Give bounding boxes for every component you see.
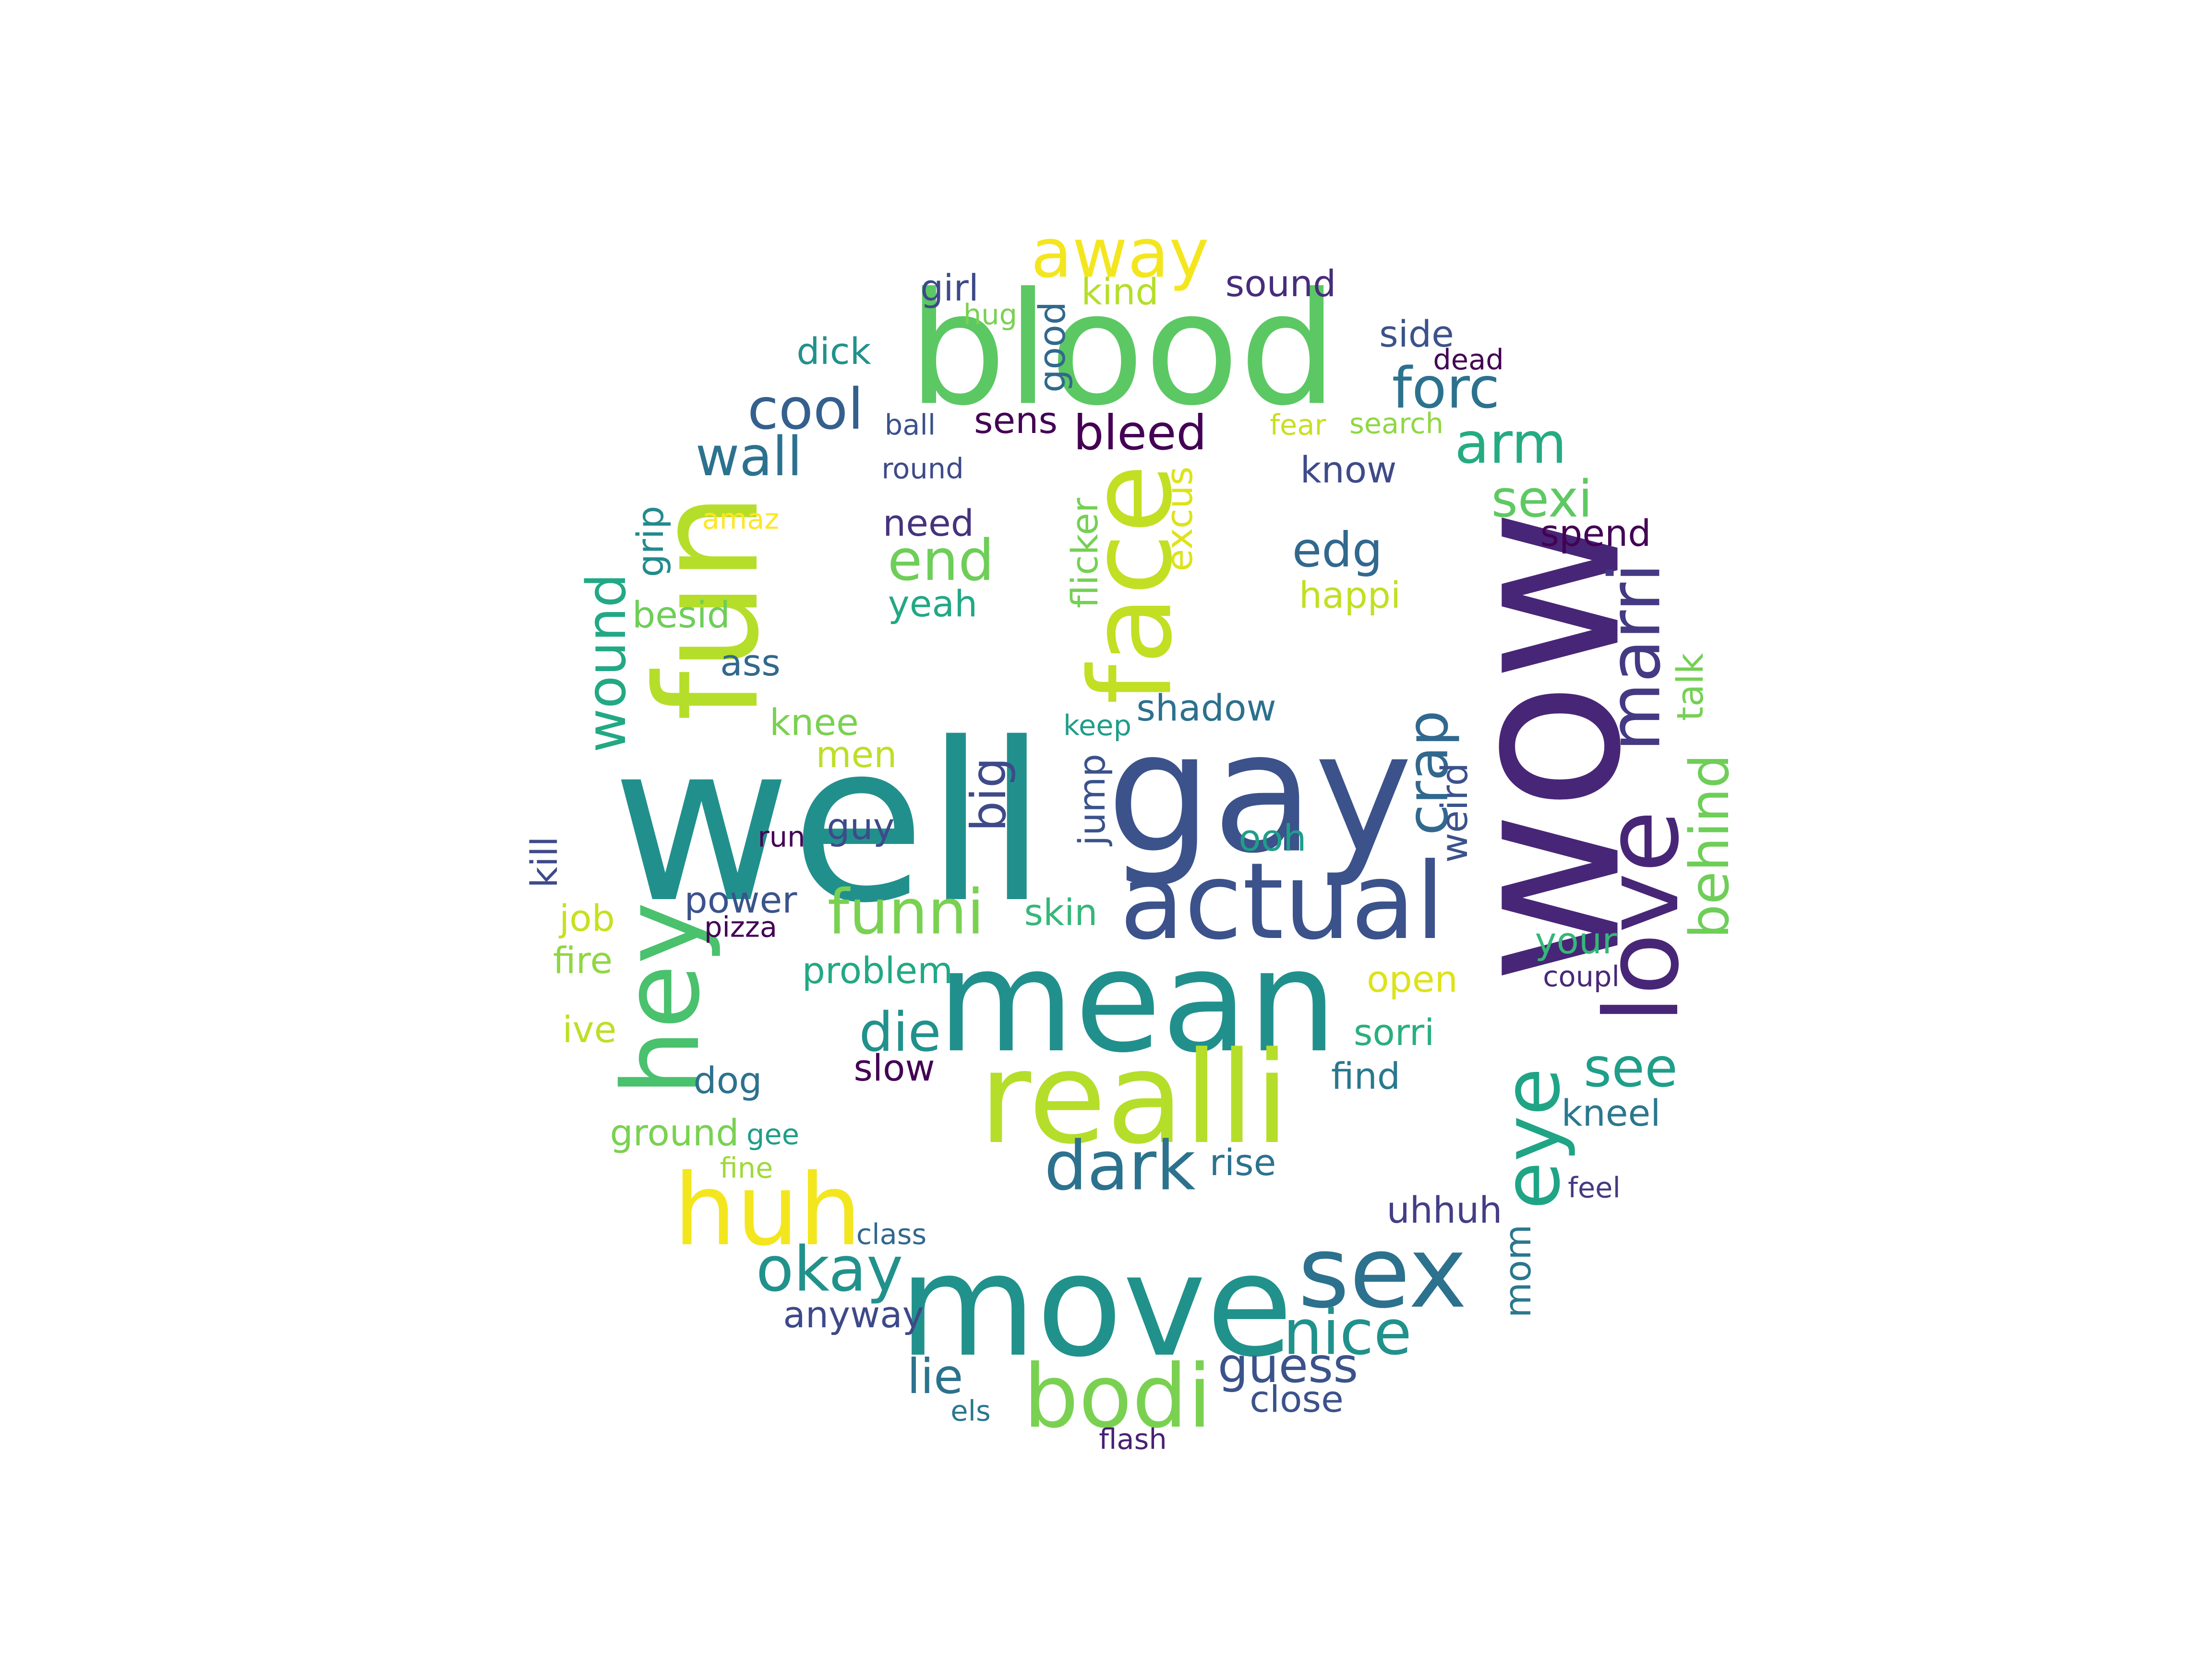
word-move: move [899,1224,1293,1388]
word-grip: grip [629,505,672,577]
word-ground: ground [610,1111,739,1154]
word-els: els [950,1394,991,1428]
word-girl: girl [920,266,979,309]
word-anyway: anyway [783,1293,924,1336]
word-side: side [1379,313,1454,355]
word-rise: rise [1209,1141,1276,1184]
word-find: find [1331,1055,1401,1097]
word-spend: spend [1540,512,1651,554]
word-open: open [1367,958,1458,1000]
word-away: away [1031,214,1209,293]
word-jump: jump [1070,754,1113,846]
word-huh: huh [673,1153,862,1268]
word-flash: flash [1099,1422,1167,1456]
word-pizza: pizza [704,910,777,944]
word-sexi: sexi [1491,469,1593,529]
word-sens: sens [974,399,1058,442]
word-besid: besid [632,593,730,636]
word-good: good [1031,301,1073,393]
word-feel: feel [1568,1171,1621,1204]
word-class: class [856,1217,927,1251]
word-die: die [859,1001,941,1064]
word-guy: guy [827,805,895,848]
word-close: close [1250,1378,1344,1420]
word-end: end [887,527,995,593]
word-kind: kind [1081,270,1159,313]
word-fear: fear [1270,408,1326,442]
word-happi: happi [1298,574,1401,616]
word-know: know [1300,448,1397,491]
word-lie: lie [907,1348,963,1405]
word-yeah: yeah [888,582,978,625]
word-fire: fire [553,939,613,982]
word-gay: gay [1106,696,1413,890]
word-funni: funni [827,876,985,949]
word-dick: dick [796,330,871,373]
word-nice: nice [1283,1297,1412,1369]
word-run: run [757,820,805,854]
word-your: your [1535,919,1617,962]
word-knee: knee [769,701,859,744]
word-talk: talk [1669,653,1711,721]
word-shadow: shadow [1136,686,1276,729]
word-uhhuh: uhhuh [1386,1189,1503,1231]
word-behind: behind [1679,754,1741,939]
word-well: well [612,696,1047,951]
word-okay: okay [756,1233,903,1306]
word-search: search [1349,407,1443,440]
word-ooh: ooh [1238,817,1307,859]
word-wound: wound [576,573,638,753]
word-see: see [1583,1037,1678,1099]
word-blood: blood [908,259,1338,440]
word-realli: realli [979,1025,1290,1172]
word-actual: actual [1119,840,1445,963]
word-power: power [684,878,797,921]
word-slow: slow [854,1046,935,1089]
word-weird: weird [1433,762,1476,863]
word-kneel: kneel [1561,1092,1661,1134]
word-kill: kill [523,836,565,888]
word-coupl: coupl [1543,960,1620,993]
word-marri: marri [1594,563,1676,752]
word-eye: eye [1487,1068,1577,1210]
word-job: job [559,897,615,939]
word-problem: problem [802,949,953,992]
word-big: big [961,757,1017,832]
word-mean: mean [937,920,1337,1084]
word-sound: sound [1225,262,1336,305]
word-skin: skin [1024,891,1098,934]
word-edg: edg [1292,522,1383,578]
word-guess: guess [1217,1337,1358,1394]
word-mom: mom [1496,1224,1539,1318]
word-arm: arm [1455,410,1567,476]
word-excus: excus [1158,466,1201,572]
word-ball: ball [884,408,936,442]
word-round: round [881,452,964,485]
word-flicker: flicker [1063,497,1106,609]
word-ass: ass [720,641,781,684]
word-amaz: amaz [702,502,780,536]
word-hug: hug [963,298,1018,331]
word-bleed: bleed [1073,405,1207,461]
word-keep: keep [1063,709,1132,742]
word-sex: sex [1298,1215,1467,1330]
word-fine: fine [720,1151,773,1185]
word-need: need [883,502,974,544]
word-wall: wall [695,426,803,488]
word-men: men [816,733,897,776]
word-ive: ive [562,1008,617,1051]
word-dead: dead [1433,343,1504,376]
word-cool: cool [747,376,864,442]
word-dog: dog [693,1059,762,1102]
word-gee: gee [746,1118,800,1151]
word-forc: forc [1392,355,1500,421]
word-bodi: bodi [1023,1346,1212,1447]
word-dark: dark [1044,1127,1196,1206]
word-sorri: sorri [1353,1011,1435,1054]
